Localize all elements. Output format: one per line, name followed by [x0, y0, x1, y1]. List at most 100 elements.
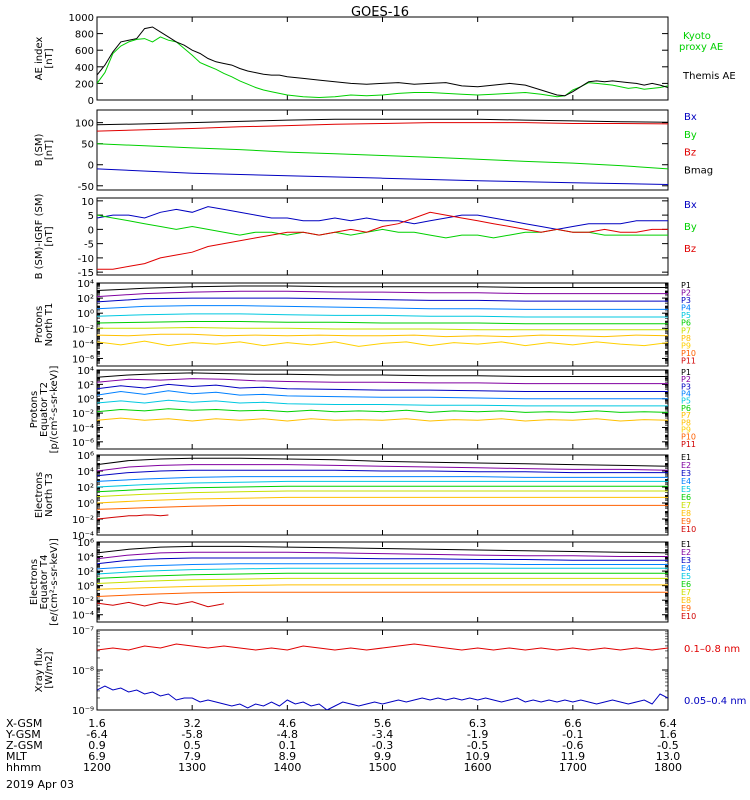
legend-item: P1: [681, 281, 691, 290]
series-line-e2: [97, 551, 668, 560]
series-line-p3: [97, 297, 668, 303]
legend-item: P4: [681, 304, 691, 313]
legend-item: E7: [681, 501, 691, 510]
x-row-value: 6.6: [564, 717, 582, 730]
plot-title: GOES-16: [351, 5, 409, 20]
x-row-value: 6.4: [659, 717, 677, 730]
time-axis-table: X-GSM 1.6 3.2 4.6 5.6 6.3 6.6 6.4 Y-GSM -6.4 -5.8 -…: [5, 717, 682, 774]
x-row-label: MLT: [6, 750, 27, 763]
y-tick-label: 1000: [69, 13, 94, 24]
series-group: [97, 457, 668, 520]
y-tick-label: 10²: [77, 294, 94, 305]
legend-item: P9: [681, 425, 691, 434]
y-tick-label: 10⁴: [77, 467, 94, 478]
x-row-value: -0.6: [562, 739, 583, 752]
series-line-by: [97, 143, 668, 170]
series-group: [97, 372, 668, 422]
y-tick-label: 0: [88, 161, 94, 172]
y-axis-label: Electrons: [29, 559, 40, 605]
series-line-e1: [97, 457, 668, 467]
legend-item: E9: [681, 604, 691, 613]
series-line-p5: [97, 313, 668, 318]
panel-bsm: -50 0 50 100 B (SM) [nT] Bx By Bz Bmag: [34, 109, 713, 193]
x-row-value: -1.9: [467, 728, 488, 741]
legend-item: Bz: [684, 244, 696, 255]
y-tick-label: 10⁻⁶: [72, 438, 94, 449]
panel-xray: 10⁻⁹ 10⁻⁸ 10⁻⁷ Xray flux [W/m2] 0.1–0.8 nm 0.0…: [34, 626, 746, 717]
series-line-e9: [97, 504, 668, 510]
legend-item: proxy AE: [679, 42, 723, 53]
x-row-value: 1800: [654, 761, 682, 774]
series-line-e1: [97, 545, 668, 554]
legend-item: E10: [681, 525, 696, 534]
y-tick-label: 400: [75, 63, 94, 74]
x-row-value: 5.6: [374, 717, 392, 730]
series-line-p6: [97, 408, 668, 413]
series-line-p9: [97, 340, 668, 347]
series-line-p1: [97, 285, 668, 291]
legend-item: E6: [681, 493, 691, 502]
legend-item: E6: [681, 580, 691, 589]
x-row-value: -4.8: [277, 728, 298, 741]
y-tick-label: 10⁻⁹: [72, 706, 94, 717]
x-row-value: 7.9: [183, 750, 201, 763]
series-group: [97, 26, 668, 99]
series-line-0-05-0-4-nm: [97, 685, 668, 710]
legend-item: Bx: [684, 200, 697, 211]
y-tick-label: 10⁴: [77, 366, 94, 377]
x-row-value: 3.2: [183, 717, 201, 730]
y-axis-label: Protons: [29, 391, 40, 428]
series-line-e8: [97, 584, 668, 590]
legend-item: E4: [681, 477, 691, 486]
series-line-e6: [97, 485, 668, 493]
y-tick-label: 10⁴: [77, 553, 94, 564]
y-tick-label: 10⁶: [77, 538, 94, 549]
x-row-value: 0.9: [88, 739, 106, 752]
y-tick-label: 600: [75, 46, 94, 57]
legend-item: Bx: [684, 112, 697, 123]
series-line-bx: [97, 168, 668, 185]
x-row-value: 1400: [273, 761, 301, 774]
x-row-value: 0.5: [183, 739, 201, 752]
y-tick-label: 10⁻⁶: [72, 354, 94, 365]
legend-item: P6: [681, 404, 691, 413]
series-group: [97, 545, 668, 608]
panel-pn: 10⁻⁶ 10⁻⁴ 10⁻² 10⁰ 10² 10⁴ Protons North T1 P1P2…: [34, 279, 696, 367]
legend-item: E4: [681, 564, 691, 573]
series-line-e4: [97, 476, 668, 482]
y-tick-label: 10⁶: [77, 451, 94, 462]
series-line-p7: [97, 326, 668, 331]
x-row-label: X-GSM: [6, 717, 42, 730]
series-line-p2: [97, 378, 668, 385]
y-axis-label: Protons: [34, 306, 45, 343]
y-axis-label: [nT]: [44, 140, 55, 160]
legend-item: P3: [681, 382, 691, 391]
legend-item: Bz: [684, 148, 696, 159]
legend-item: P11: [681, 356, 696, 365]
legend-item: E7: [681, 588, 691, 597]
legend-item: E8: [681, 509, 691, 518]
y-tick-label: 10⁰: [77, 395, 94, 406]
y-tick-label: 10²: [77, 380, 94, 391]
legend-item: P4: [681, 390, 691, 399]
series-line-e6: [97, 572, 668, 579]
x-row-value: -0.5: [657, 739, 678, 752]
series-line-p4: [97, 305, 668, 310]
legend-item: P10: [681, 433, 696, 442]
y-tick-label: -10: [78, 254, 94, 265]
y-tick-label: 10²: [77, 567, 94, 578]
y-tick-label: 10⁻²: [72, 409, 94, 420]
legend-item: E1: [681, 453, 691, 462]
panel-pe: 10⁻⁶ 10⁻⁴ 10⁻² 10⁰ 10² 10⁴ Protons Equator T2 [p…: [29, 366, 696, 454]
y-axis-label: B (SM): [34, 133, 45, 166]
legend-item: P5: [681, 397, 691, 406]
legend-item: E3: [681, 469, 691, 478]
y-tick-label: 0: [88, 225, 94, 236]
series-line-e2: [97, 464, 668, 472]
y-tick-label: 800: [75, 30, 94, 41]
legend-item: P5: [681, 311, 691, 320]
